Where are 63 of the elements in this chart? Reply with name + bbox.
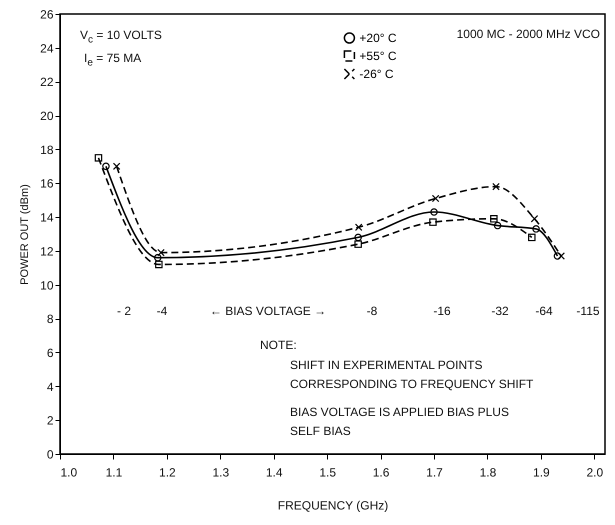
point [354,240,362,248]
annotation: I$_{e}$ = 75 MA [84,51,142,68]
point [432,194,440,202]
x-axis-title: FREQUENCY (GHz) [278,498,388,512]
annotation: - 2 [116,304,132,318]
annotation: -32 [491,304,509,318]
point [154,254,162,262]
annotation: BIAS VOLTAGE IS APPLIED BIAS PLUS [290,405,509,419]
legend-label: +20° C [359,31,397,45]
y-tick-label: 22 [40,75,54,90]
point [354,234,362,242]
annotation: SELF BIAS [290,424,351,438]
x-tick-label: 1.2 [159,466,176,480]
annotation: -115 [576,304,600,318]
x-tick-label: 1.1 [106,466,123,480]
annotation: ← BIAS VOLTAGE → [210,304,326,318]
y-tick-label: 8 [46,312,54,326]
y-tick-label: 14 [40,210,54,225]
point [157,248,165,256]
annotation: -64 [535,304,553,318]
x-tick-label: 1.9 [533,466,550,480]
annotation: 1000 MC - 2000 MHz VCO [456,27,600,41]
x-tick-label: 2.0 [586,466,604,480]
annotation: -8 [366,304,378,318]
x-tick-label: 1.6 [372,466,390,480]
point [528,234,536,242]
annotation: NOTE: [260,338,297,352]
x-tick-label: 1.4 [266,466,283,480]
x-tick-label: 1.0 [60,466,78,480]
y-tick-label: 12 [40,244,54,258]
y-tick-label: 24 [40,41,54,56]
annotation: SHIFT IN EXPERIMENTAL POINTS [290,358,482,372]
point [94,154,102,162]
annotation: CORRESPONDING TO FREQUENCY SHIFT [290,377,534,391]
point [492,182,500,190]
point [430,208,438,216]
y-tick-label: 4 [46,380,54,394]
legend-label: -26° C [359,67,394,81]
y-tick-label: 20 [40,109,54,124]
point [429,218,437,226]
y-tick-label: 6 [46,346,54,360]
annotation: -16 [433,304,451,318]
y-tick-label: 10 [40,278,54,292]
x-tick-label: 1.3 [212,466,230,480]
y-tick-label: 2 [46,414,54,428]
y-axis-title: POWER OUT (dBm) [19,184,32,285]
x-tick-label: 1.7 [426,466,444,480]
point [112,162,120,170]
x-tick-label: 1.5 [319,466,336,480]
point [530,215,538,223]
point [155,260,163,268]
point [494,222,502,230]
x-tick-label: 1.8 [480,466,497,480]
y-tick-label: 16 [40,176,54,191]
annotation: V$_{c}$ = 10 VOLTS [80,28,162,46]
y-tick-label: 0 [46,448,54,462]
annotation: -4 [156,304,168,318]
legend-label: +55° C [359,49,397,63]
y-tick-label: 18 [40,142,54,157]
y-tick-label: 26 [40,8,54,22]
point [532,225,540,233]
point [354,223,362,231]
point [490,215,498,223]
